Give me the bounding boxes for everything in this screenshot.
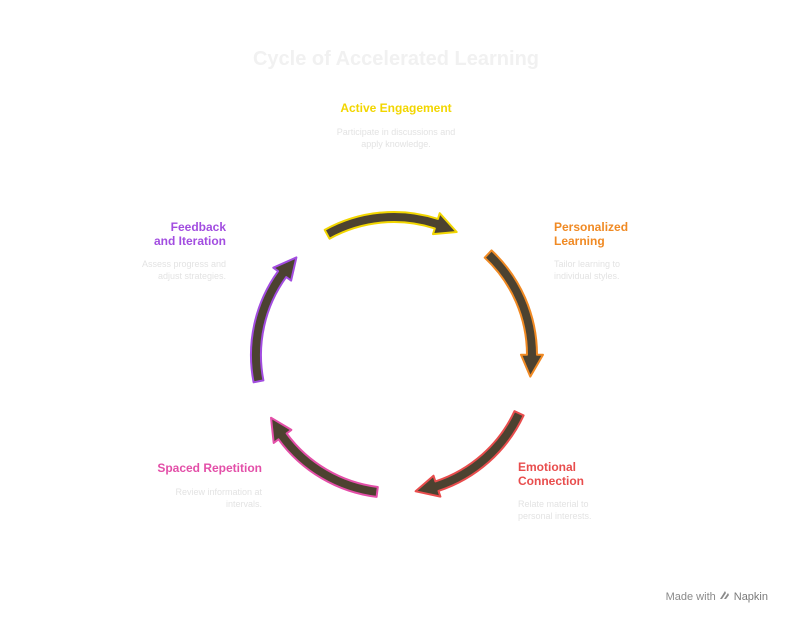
stage-title-personalized-learning: Personalized Learning [554, 220, 629, 248]
stage-title-emotional-connection: Emotional Connection [518, 460, 584, 488]
stage-title-feedback-iteration: Feedback and Iteration [153, 220, 226, 248]
stage-desc-feedback-iteration: Assess progress and adjust strategies. [141, 259, 226, 281]
napkin-brand: Napkin [733, 590, 768, 603]
made-with-label: Made with [665, 590, 716, 603]
diagram-title: Cycle of Accelerated Learning [252, 48, 540, 70]
stage-title-active-engagement: Active Engagement [340, 101, 452, 115]
stage-desc-personalized-learning: Tailor learning to individual styles. [554, 259, 621, 281]
arrow-emotional-connection [414, 410, 525, 498]
arrow-spaced-repetition [270, 416, 379, 498]
stage-desc-active-engagement: Participate in discussions and apply kno… [336, 127, 456, 149]
arrow-active-engagement [323, 211, 458, 240]
stage-desc-emotional-connection: Relate material to personal interests. [518, 499, 592, 521]
arrow-personalized-learning [483, 249, 544, 378]
stage-desc-spaced-repetition: Review information at intervals. [175, 487, 262, 509]
arrow-feedback-iteration [249, 256, 298, 384]
napkin-logo-icon [719, 589, 731, 604]
made-with-napkin[interactable]: Made with Napkin [666, 589, 768, 604]
stage-title-spaced-repetition: Spaced Repetition [157, 461, 262, 475]
